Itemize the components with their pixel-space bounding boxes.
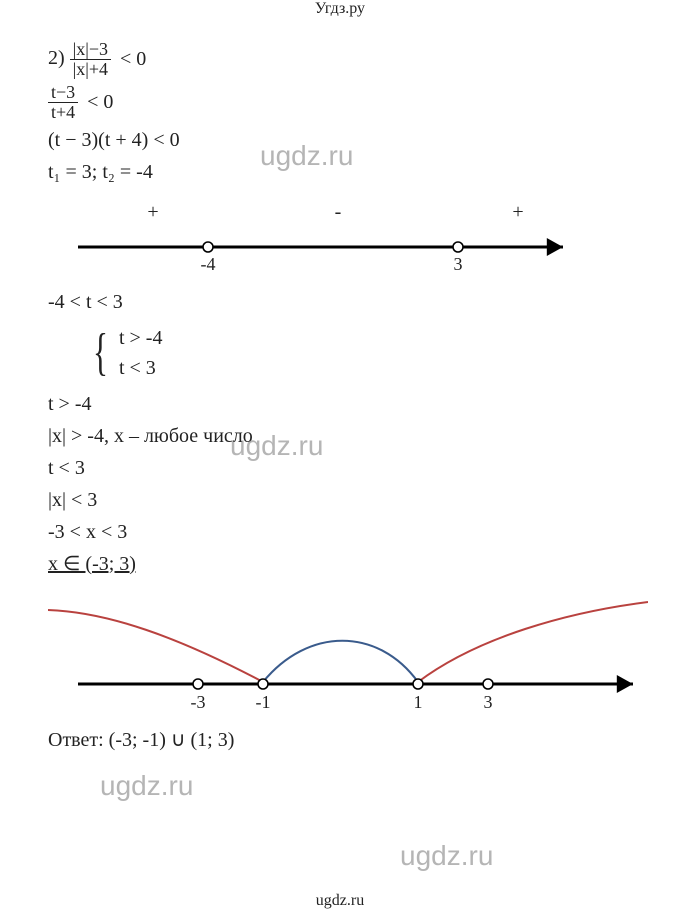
svg-text:3: 3 [484, 692, 493, 712]
frac1-rhs: < 0 [120, 48, 146, 70]
frac2-rhs: < 0 [87, 91, 113, 113]
page-header: Угдз.ру [0, 0, 680, 18]
problem-2: 2) |x|−3 |x|+4 < 0 [48, 40, 640, 79]
answer-line: Ответ: (-3; -1) ∪ (1; 3) [48, 726, 640, 754]
item-number: 2) [48, 47, 70, 69]
abs-x-less: |x| < 3 [48, 486, 640, 514]
fraction-2: t−3 t+4 [48, 83, 78, 122]
svg-text:1: 1 [414, 692, 423, 712]
x-open-interval: -3 < x < 3 [48, 518, 640, 546]
t-less: t < 3 [48, 454, 640, 482]
svg-text:+: + [512, 201, 523, 223]
watermark-3: ugdz.ru [100, 770, 193, 802]
frac2-den: t+4 [48, 103, 78, 122]
watermark-4: ugdz.ru [400, 840, 493, 872]
t-greater: t > -4 [48, 390, 640, 418]
system-body: t > -4 t < 3 [119, 322, 163, 384]
system-brace: { t > -4 t < 3 [88, 322, 640, 384]
system-line-1: t > -4 [119, 324, 163, 352]
product-line: (t − 3)(t + 4) < 0 [48, 126, 640, 154]
roots-line: t₁ = 3; t₂ = -4 [48, 158, 640, 186]
fraction-2-line: t−3 t+4 < 0 [48, 83, 640, 122]
frac1-num: |x|−3 [70, 40, 111, 60]
svg-text:3: 3 [454, 254, 463, 274]
svg-text:-3: -3 [191, 692, 206, 712]
page-footer: ugdz.ru [0, 892, 680, 910]
interval-t: -4 < t < 3 [48, 288, 640, 316]
left-brace-icon: { [93, 327, 108, 379]
arc-diagram: -3 -1 1 3 [48, 582, 640, 722]
abs-x-greater: |x| > -4, x – любое число [48, 422, 640, 450]
math-content: 2) |x|−3 |x|+4 < 0 t−3 t+4 < 0 (t − 3)(t… [0, 24, 680, 770]
fraction-1: |x|−3 |x|+4 [70, 40, 111, 79]
number-line-1: + - + -4 3 [58, 192, 640, 282]
svg-text:-4: -4 [201, 254, 216, 274]
x-in-set: x ∈ (-3; 3) [48, 550, 640, 578]
svg-text:-: - [335, 201, 342, 223]
svg-text:+: + [147, 201, 158, 223]
svg-text:-1: -1 [256, 692, 271, 712]
system-line-2: t < 3 [119, 354, 163, 382]
frac1-den: |x|+4 [70, 60, 111, 79]
frac2-num: t−3 [48, 83, 78, 103]
